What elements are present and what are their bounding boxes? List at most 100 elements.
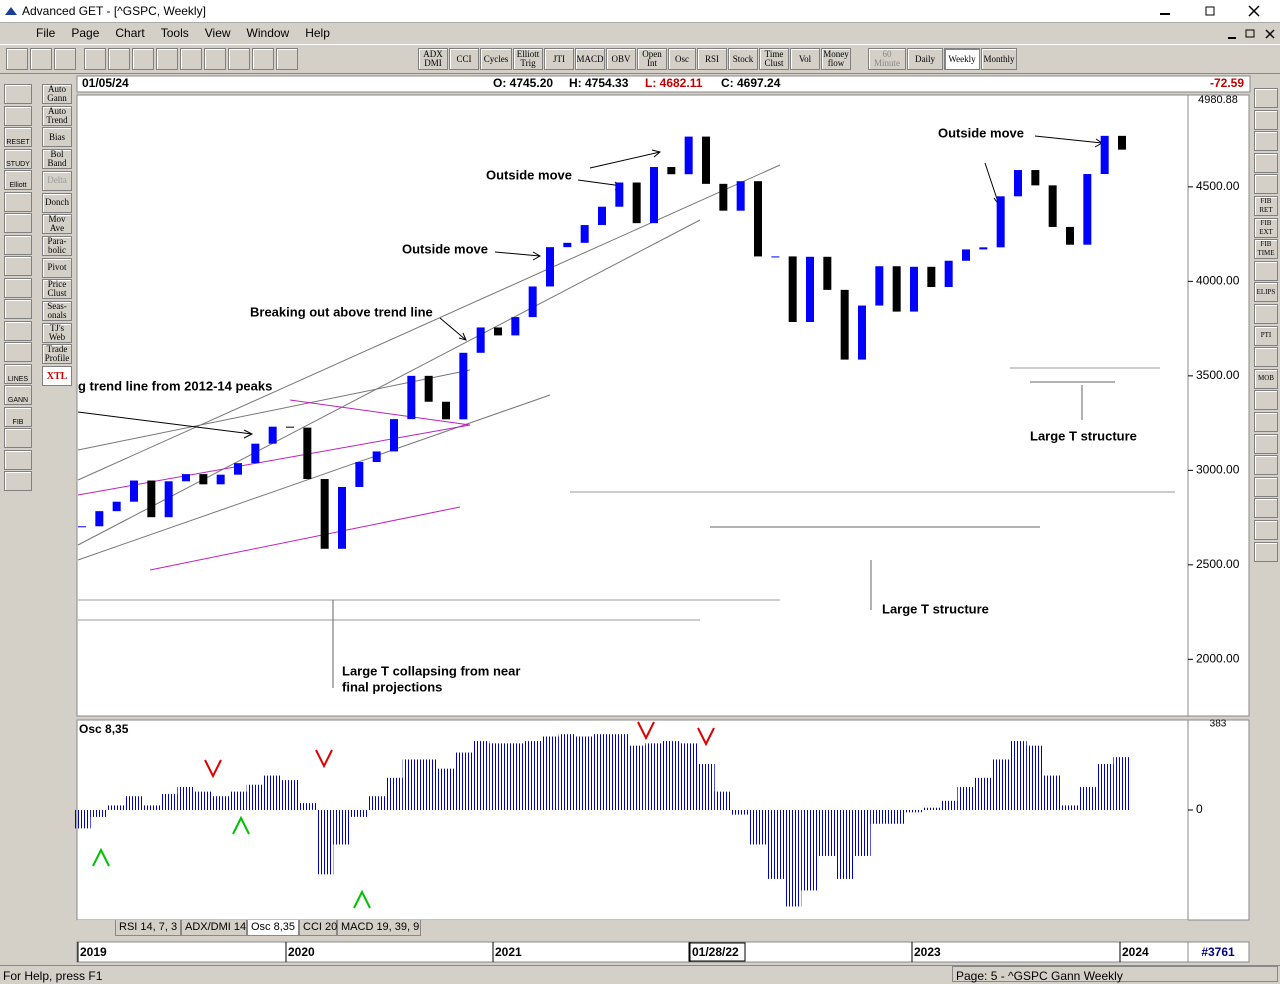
tool-icon[interactable] xyxy=(54,48,76,70)
tool-icon[interactable] xyxy=(4,342,32,362)
tool-icon[interactable] xyxy=(4,320,32,341)
study-toggle[interactable]: Pivot xyxy=(42,257,72,278)
study-toggle[interactable]: Trade Profile xyxy=(42,344,72,365)
tool-icon[interactable] xyxy=(4,277,32,298)
study-button[interactable]: JTI xyxy=(544,48,574,70)
study-toggle[interactable]: Price Clust xyxy=(42,279,72,300)
tool-icon[interactable] xyxy=(4,406,32,427)
tool-icon[interactable] xyxy=(1254,476,1278,497)
menu-item[interactable]: Chart xyxy=(115,26,145,40)
tool-icon[interactable] xyxy=(1254,520,1278,540)
tool-icon[interactable] xyxy=(108,48,130,70)
tool-icon[interactable] xyxy=(132,48,154,70)
tool-icon[interactable] xyxy=(4,385,32,405)
tab[interactable]: RSI 14, 7, 3 xyxy=(115,920,181,936)
tool-icon[interactable] xyxy=(1254,260,1278,281)
tool-icon[interactable] xyxy=(4,363,32,384)
menu-item[interactable]: File xyxy=(36,26,56,40)
study-button[interactable]: Elliott Trig xyxy=(513,48,543,70)
tab[interactable]: Osc 8,35 xyxy=(247,920,299,936)
tool-icon[interactable] xyxy=(228,48,250,70)
study-button[interactable]: Open Int xyxy=(637,48,667,70)
study-button[interactable]: Stock xyxy=(728,48,758,70)
study-toggle[interactable]: Auto Gann xyxy=(42,84,72,104)
study-toggle[interactable]: Bias xyxy=(42,127,72,148)
tab[interactable]: ADX/DMI 14 xyxy=(181,920,247,936)
study-toggle[interactable]: Delta xyxy=(42,170,72,191)
tool-icon[interactable] xyxy=(1254,541,1278,562)
tool-icon[interactable] xyxy=(84,48,106,70)
tool-icon[interactable] xyxy=(1254,433,1278,454)
toolbar: ADX DMI CCI Cycles Elliott Trig JTI MACD OBV Op… xyxy=(0,44,1280,74)
study-button[interactable]: MACD xyxy=(575,48,605,70)
tool-icon[interactable] xyxy=(1254,131,1278,152)
study-button[interactable]: Money flow xyxy=(821,48,851,70)
tab[interactable]: MACD 19, 39, 9 xyxy=(337,920,421,936)
tool-icon[interactable] xyxy=(204,48,226,70)
study-toggle[interactable]: TJ's Web xyxy=(42,322,72,343)
timeframe-button[interactable]: Daily xyxy=(907,48,943,70)
study-button[interactable]: RSI xyxy=(697,48,727,70)
menu-item[interactable]: Page xyxy=(71,26,100,40)
study-button[interactable]: Vol xyxy=(790,48,820,70)
menu-item[interactable]: View xyxy=(204,26,231,40)
tool-icon[interactable] xyxy=(1254,152,1278,173)
tool-icon[interactable] xyxy=(4,234,32,255)
study-toggle[interactable]: Mov Ave xyxy=(42,214,72,235)
tool-icon[interactable]: ELIPS xyxy=(1254,282,1278,303)
study-button[interactable]: Cycles xyxy=(480,48,512,70)
tool-icon[interactable]: PTI xyxy=(1254,325,1278,346)
study-button[interactable]: OBV xyxy=(606,48,636,70)
study-toggle[interactable]: Bol Band xyxy=(42,149,72,170)
tool-icon[interactable] xyxy=(1254,109,1278,130)
study-toggle[interactable]: Auto Trend xyxy=(42,105,72,126)
tool-icon[interactable] xyxy=(30,48,52,70)
tool-icon[interactable]: FIB EXT xyxy=(1254,217,1278,238)
tab[interactable]: CCI 20 xyxy=(299,920,337,936)
tool-icon[interactable] xyxy=(4,213,32,233)
tool-icon[interactable] xyxy=(4,191,32,212)
tool-icon[interactable] xyxy=(4,428,32,448)
menu-item[interactable]: Help xyxy=(305,26,330,40)
timeframe-button[interactable]: 60 Minute xyxy=(868,48,906,70)
tool-icon[interactable] xyxy=(4,170,32,190)
study-toggle[interactable]: Para-bolic xyxy=(42,235,72,256)
tool-icon[interactable] xyxy=(4,105,32,126)
mdi-controls[interactable] xyxy=(1224,26,1280,42)
tool-icon[interactable] xyxy=(4,127,32,147)
tool-icon[interactable] xyxy=(6,48,28,70)
tool-icon[interactable] xyxy=(1254,174,1278,195)
tool-icon[interactable] xyxy=(276,48,298,70)
tool-icon[interactable] xyxy=(1254,347,1278,368)
tool-icon[interactable] xyxy=(4,84,32,104)
tool-icon[interactable] xyxy=(1254,390,1278,411)
study-button[interactable]: Time Clust xyxy=(759,48,789,70)
study-toggle[interactable]: Seas-onals xyxy=(42,301,72,321)
timeframe-button[interactable]: Monthly xyxy=(981,48,1017,70)
tool-icon[interactable] xyxy=(1254,455,1278,476)
timeframe-button[interactable]: Weekly xyxy=(944,48,980,70)
study-toggle[interactable]: Donch xyxy=(42,192,72,213)
study-toggle[interactable]: XTL xyxy=(42,366,72,387)
tool-icon[interactable] xyxy=(1254,304,1278,324)
tool-icon[interactable] xyxy=(1254,498,1278,519)
tool-icon[interactable] xyxy=(156,48,178,70)
tool-icon[interactable] xyxy=(1254,412,1278,432)
tool-icon[interactable] xyxy=(4,148,32,169)
tool-icon[interactable]: FIB TIME xyxy=(1254,239,1278,260)
tool-icon[interactable] xyxy=(4,449,32,470)
tool-icon[interactable] xyxy=(4,299,32,319)
menu-item[interactable]: Window xyxy=(246,26,290,40)
tool-icon[interactable] xyxy=(4,256,32,276)
study-button[interactable]: CCI xyxy=(449,48,479,70)
window-controls[interactable] xyxy=(1140,0,1280,22)
study-button[interactable]: ADX DMI xyxy=(418,48,448,70)
tool-icon[interactable]: FIB RET xyxy=(1254,196,1278,216)
tool-icon[interactable] xyxy=(1254,88,1278,108)
tool-icon[interactable] xyxy=(4,471,32,491)
study-button[interactable]: Osc xyxy=(668,48,696,70)
menu-item[interactable]: Tools xyxy=(160,26,189,40)
tool-icon[interactable] xyxy=(180,48,202,70)
tool-icon[interactable] xyxy=(252,48,274,70)
tool-icon[interactable]: MOB xyxy=(1254,368,1278,389)
